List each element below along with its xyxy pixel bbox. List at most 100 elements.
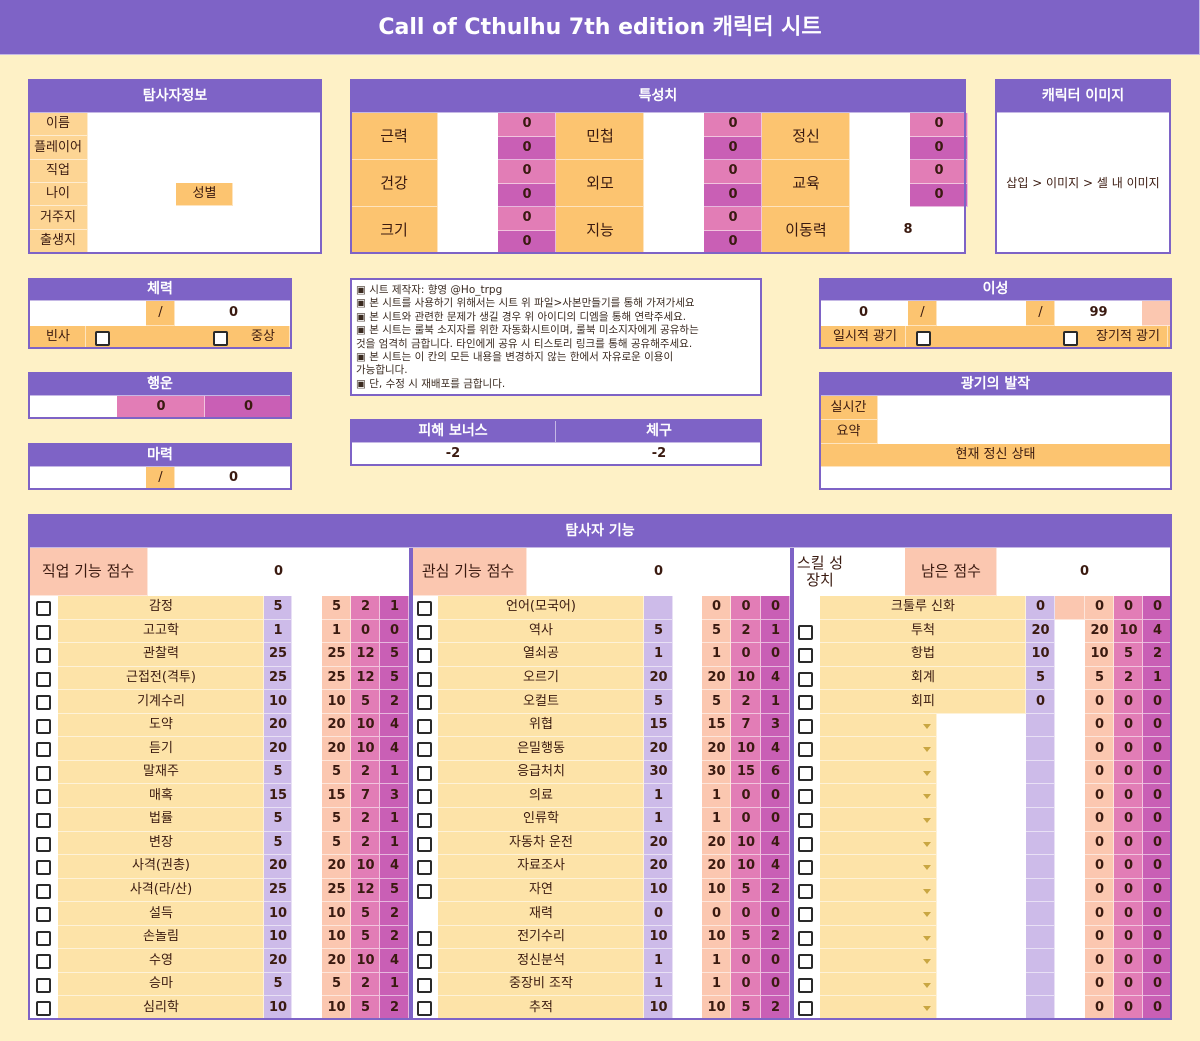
skill-growth[interactable] xyxy=(1055,643,1085,667)
skill-select[interactable] xyxy=(820,855,937,879)
skill-growth[interactable] xyxy=(292,808,322,832)
skill-growth[interactable] xyxy=(673,925,702,950)
skill-growth[interactable] xyxy=(1055,878,1085,903)
skill-growth[interactable] xyxy=(292,996,322,1020)
checkbox[interactable] xyxy=(798,718,813,734)
field-input[interactable] xyxy=(88,229,322,253)
skill-growth[interactable] xyxy=(1055,808,1085,832)
checkbox[interactable] xyxy=(36,601,51,616)
skill-growth[interactable] xyxy=(1055,666,1085,691)
skill-growth[interactable] xyxy=(1055,713,1085,738)
skill-growth[interactable] xyxy=(673,972,702,997)
field-input[interactable] xyxy=(88,159,322,183)
skill-growth[interactable] xyxy=(292,902,322,926)
checkbox[interactable] xyxy=(417,930,432,946)
checkbox[interactable] xyxy=(417,813,432,828)
checkbox[interactable] xyxy=(798,1001,813,1017)
checkbox[interactable] xyxy=(417,860,432,876)
checkbox[interactable] xyxy=(36,954,51,970)
skill-growth[interactable] xyxy=(1055,784,1085,808)
skill-input[interactable] xyxy=(937,831,1026,856)
skill-growth[interactable] xyxy=(1055,972,1085,997)
dropdown-arrow[interactable] xyxy=(923,1006,931,1012)
skill-growth[interactable] xyxy=(673,831,702,856)
checkbox[interactable] xyxy=(36,742,51,758)
checkbox[interactable] xyxy=(798,836,813,852)
skill-growth[interactable] xyxy=(1055,855,1085,879)
skill-growth[interactable] xyxy=(673,713,702,738)
san-start[interactable] xyxy=(937,301,1026,326)
skill-growth[interactable] xyxy=(673,737,702,761)
checkbox[interactable] xyxy=(798,671,813,687)
skill-growth[interactable] xyxy=(292,737,322,761)
checkbox[interactable] xyxy=(417,836,432,852)
checkbox[interactable] xyxy=(36,765,51,781)
madness-input[interactable] xyxy=(878,396,1172,420)
checkbox[interactable] xyxy=(798,977,813,993)
luck-input[interactable] xyxy=(28,396,117,419)
skill-select[interactable] xyxy=(820,808,937,832)
dropdown-arrow[interactable] xyxy=(923,747,931,753)
checkbox[interactable] xyxy=(213,331,228,346)
checkbox[interactable] xyxy=(916,331,931,346)
madness-input[interactable] xyxy=(878,420,1172,444)
skill-growth[interactable] xyxy=(292,784,322,808)
checkbox[interactable] xyxy=(1063,331,1078,346)
skill-select[interactable] xyxy=(820,784,937,808)
checkbox[interactable] xyxy=(798,930,813,946)
madness-state[interactable] xyxy=(819,467,1172,490)
skill-select[interactable] xyxy=(820,760,937,785)
checkbox[interactable] xyxy=(417,954,432,970)
skill-growth[interactable] xyxy=(673,760,702,785)
checkbox[interactable] xyxy=(417,789,432,805)
skill-growth[interactable] xyxy=(292,760,322,785)
skill-input[interactable] xyxy=(937,784,1026,808)
stat-input[interactable] xyxy=(438,207,498,254)
dropdown-arrow[interactable] xyxy=(923,912,931,918)
checkbox[interactable] xyxy=(36,813,51,828)
stat-input[interactable] xyxy=(850,160,910,207)
skill-select[interactable] xyxy=(820,831,937,856)
skill-growth[interactable] xyxy=(673,784,702,808)
skill-growth[interactable] xyxy=(292,831,322,856)
field-input[interactable] xyxy=(88,113,322,137)
stat-input[interactable] xyxy=(644,160,704,207)
skill-growth[interactable] xyxy=(1055,596,1085,620)
skill-select[interactable] xyxy=(820,878,937,903)
checkbox[interactable] xyxy=(417,883,432,899)
stat-input[interactable] xyxy=(438,113,498,160)
stat-input[interactable] xyxy=(438,160,498,207)
skill-growth[interactable] xyxy=(673,878,702,903)
growth-input[interactable] xyxy=(850,548,905,596)
dropdown-arrow[interactable] xyxy=(923,818,931,823)
checkbox[interactable] xyxy=(798,813,813,828)
checkbox[interactable] xyxy=(417,718,432,734)
skill-growth[interactable] xyxy=(292,972,322,997)
checkbox[interactable] xyxy=(36,977,51,993)
checkbox[interactable] xyxy=(36,648,51,664)
skill-input[interactable] xyxy=(937,949,1026,973)
checkbox[interactable] xyxy=(417,765,432,781)
skill-select[interactable] xyxy=(820,925,937,950)
skill-growth[interactable] xyxy=(1055,949,1085,973)
skill-growth[interactable] xyxy=(1055,902,1085,926)
skill-growth[interactable] xyxy=(673,855,702,879)
mp-input[interactable] xyxy=(28,467,146,490)
skill-input[interactable] xyxy=(937,925,1026,950)
checkbox[interactable] xyxy=(417,742,432,758)
skill-growth[interactable] xyxy=(292,855,322,879)
skill-input[interactable] xyxy=(937,855,1026,879)
checkbox[interactable] xyxy=(798,860,813,876)
skill-growth[interactable] xyxy=(292,619,322,644)
skill-growth[interactable] xyxy=(673,902,702,926)
stat-input[interactable] xyxy=(850,113,910,160)
dropdown-arrow[interactable] xyxy=(923,723,931,729)
skill-growth[interactable] xyxy=(673,596,702,620)
skill-growth[interactable] xyxy=(1055,760,1085,785)
skill-input[interactable] xyxy=(937,878,1026,903)
checkbox[interactable] xyxy=(798,907,813,923)
checkbox[interactable] xyxy=(417,648,432,664)
skill-select[interactable] xyxy=(820,902,937,926)
checkbox[interactable] xyxy=(95,331,110,346)
skill-select[interactable] xyxy=(820,737,937,761)
